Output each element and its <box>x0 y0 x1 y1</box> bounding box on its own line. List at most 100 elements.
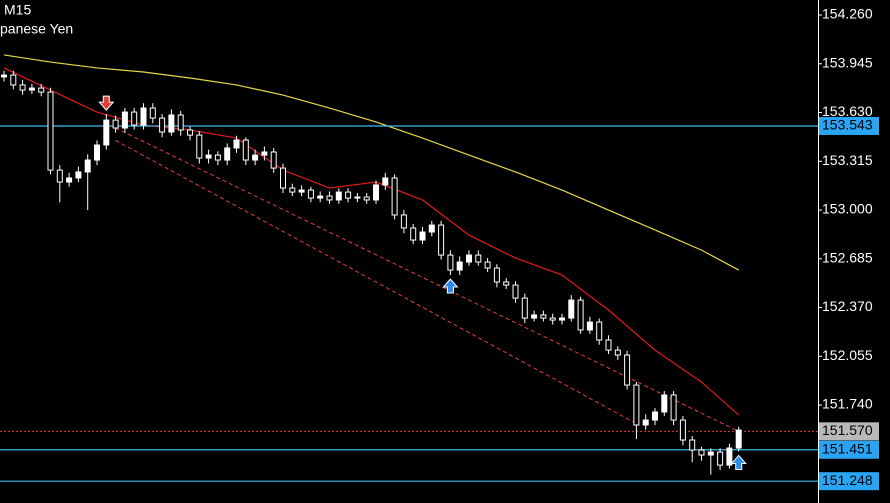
candle-body <box>307 189 314 199</box>
y-tick-label: 152.685 <box>822 249 873 265</box>
candle-body <box>447 254 454 271</box>
candle-body <box>577 299 584 331</box>
candle-body <box>605 339 612 351</box>
candle-body <box>484 261 491 269</box>
sell-arrow <box>98 95 115 111</box>
candle-body <box>438 224 445 256</box>
candle-body <box>679 419 686 441</box>
candle-body <box>317 195 324 199</box>
y-tick-label: 153.945 <box>822 54 873 70</box>
candle-body <box>493 267 500 283</box>
candle-body <box>66 177 73 183</box>
candle-body <box>698 449 705 456</box>
candle-body <box>521 297 528 319</box>
candle-body <box>242 139 249 161</box>
candle-body <box>428 224 435 233</box>
y-tick-label: 152.370 <box>822 298 873 314</box>
candle-body <box>28 87 35 91</box>
candle-body <box>112 119 119 129</box>
candle-body <box>586 321 593 331</box>
candle-body <box>373 184 379 201</box>
current-price-box <box>819 422 879 441</box>
candle-body <box>596 321 603 341</box>
trendline <box>115 139 637 425</box>
level-box <box>819 472 879 491</box>
candle-body <box>233 139 240 149</box>
candle-body <box>642 419 649 426</box>
candle-body <box>149 107 156 119</box>
level-box <box>819 440 879 459</box>
buy-arrow <box>730 454 747 470</box>
candle-body <box>661 394 668 413</box>
candle-body <box>326 195 333 201</box>
candle-body <box>177 114 184 131</box>
candle-body <box>540 314 547 319</box>
candle-body <box>47 91 54 171</box>
candle-body <box>131 111 138 126</box>
level-label: 151.248 <box>822 472 873 488</box>
level-label: 153.543 <box>822 117 873 133</box>
candle-body <box>121 111 128 129</box>
candle-body <box>614 349 621 356</box>
candle-body <box>224 147 231 161</box>
candle-body <box>531 314 538 319</box>
candle-body <box>1 74 7 78</box>
candle-body <box>391 177 398 216</box>
candle-body <box>56 169 63 183</box>
candle-body <box>196 134 203 159</box>
candle-body <box>345 191 352 199</box>
candle-body <box>633 384 640 426</box>
candle-body <box>689 439 696 451</box>
candle-body <box>298 189 305 193</box>
current-price-label: 151.570 <box>822 422 873 438</box>
candle-body <box>670 394 677 421</box>
candle-body <box>382 177 389 186</box>
candle-body <box>726 447 733 466</box>
candle-body <box>10 74 17 86</box>
candle-body <box>84 159 91 173</box>
candle-body <box>735 429 742 449</box>
candle-body <box>270 151 277 169</box>
candle-body <box>549 317 556 321</box>
candle-body <box>75 171 82 179</box>
candle-body <box>559 317 565 321</box>
candle-body <box>410 227 417 241</box>
candle-body <box>456 261 463 271</box>
candle-body <box>168 114 175 133</box>
moving-average <box>3 54 739 271</box>
candle-body <box>512 284 519 299</box>
candle-body <box>280 167 286 189</box>
candle-body <box>707 451 714 456</box>
candle-body <box>466 254 472 263</box>
y-tick-label: 153.000 <box>822 201 873 217</box>
candle-body <box>419 231 426 241</box>
candle-body <box>400 214 407 229</box>
candle-body <box>261 151 268 156</box>
candle-body <box>252 154 259 161</box>
candle-body <box>717 451 724 466</box>
trendline <box>115 127 739 432</box>
chart-subtitle: panese Yen <box>0 21 73 37</box>
candle-body <box>140 107 147 126</box>
candle-body <box>652 411 658 421</box>
candle-body <box>103 119 110 146</box>
y-tick-label: 153.315 <box>822 152 873 168</box>
candle-body <box>475 254 482 263</box>
candle-body <box>214 154 221 161</box>
y-tick-label: 152.055 <box>822 347 873 363</box>
y-tick-label: 151.740 <box>822 396 873 412</box>
chart-title: M15 <box>4 2 31 18</box>
candle-body <box>205 154 212 159</box>
candle-body <box>38 87 45 93</box>
candle-body <box>624 354 631 386</box>
candle-body <box>94 144 100 161</box>
candle-body <box>159 117 166 133</box>
candle-body <box>503 281 510 286</box>
level-label: 151.451 <box>822 440 873 456</box>
candle-body <box>289 187 296 193</box>
y-tick-label: 153.630 <box>822 103 873 119</box>
candle-body <box>354 196 361 199</box>
y-tick-label: 154.260 <box>822 6 873 22</box>
